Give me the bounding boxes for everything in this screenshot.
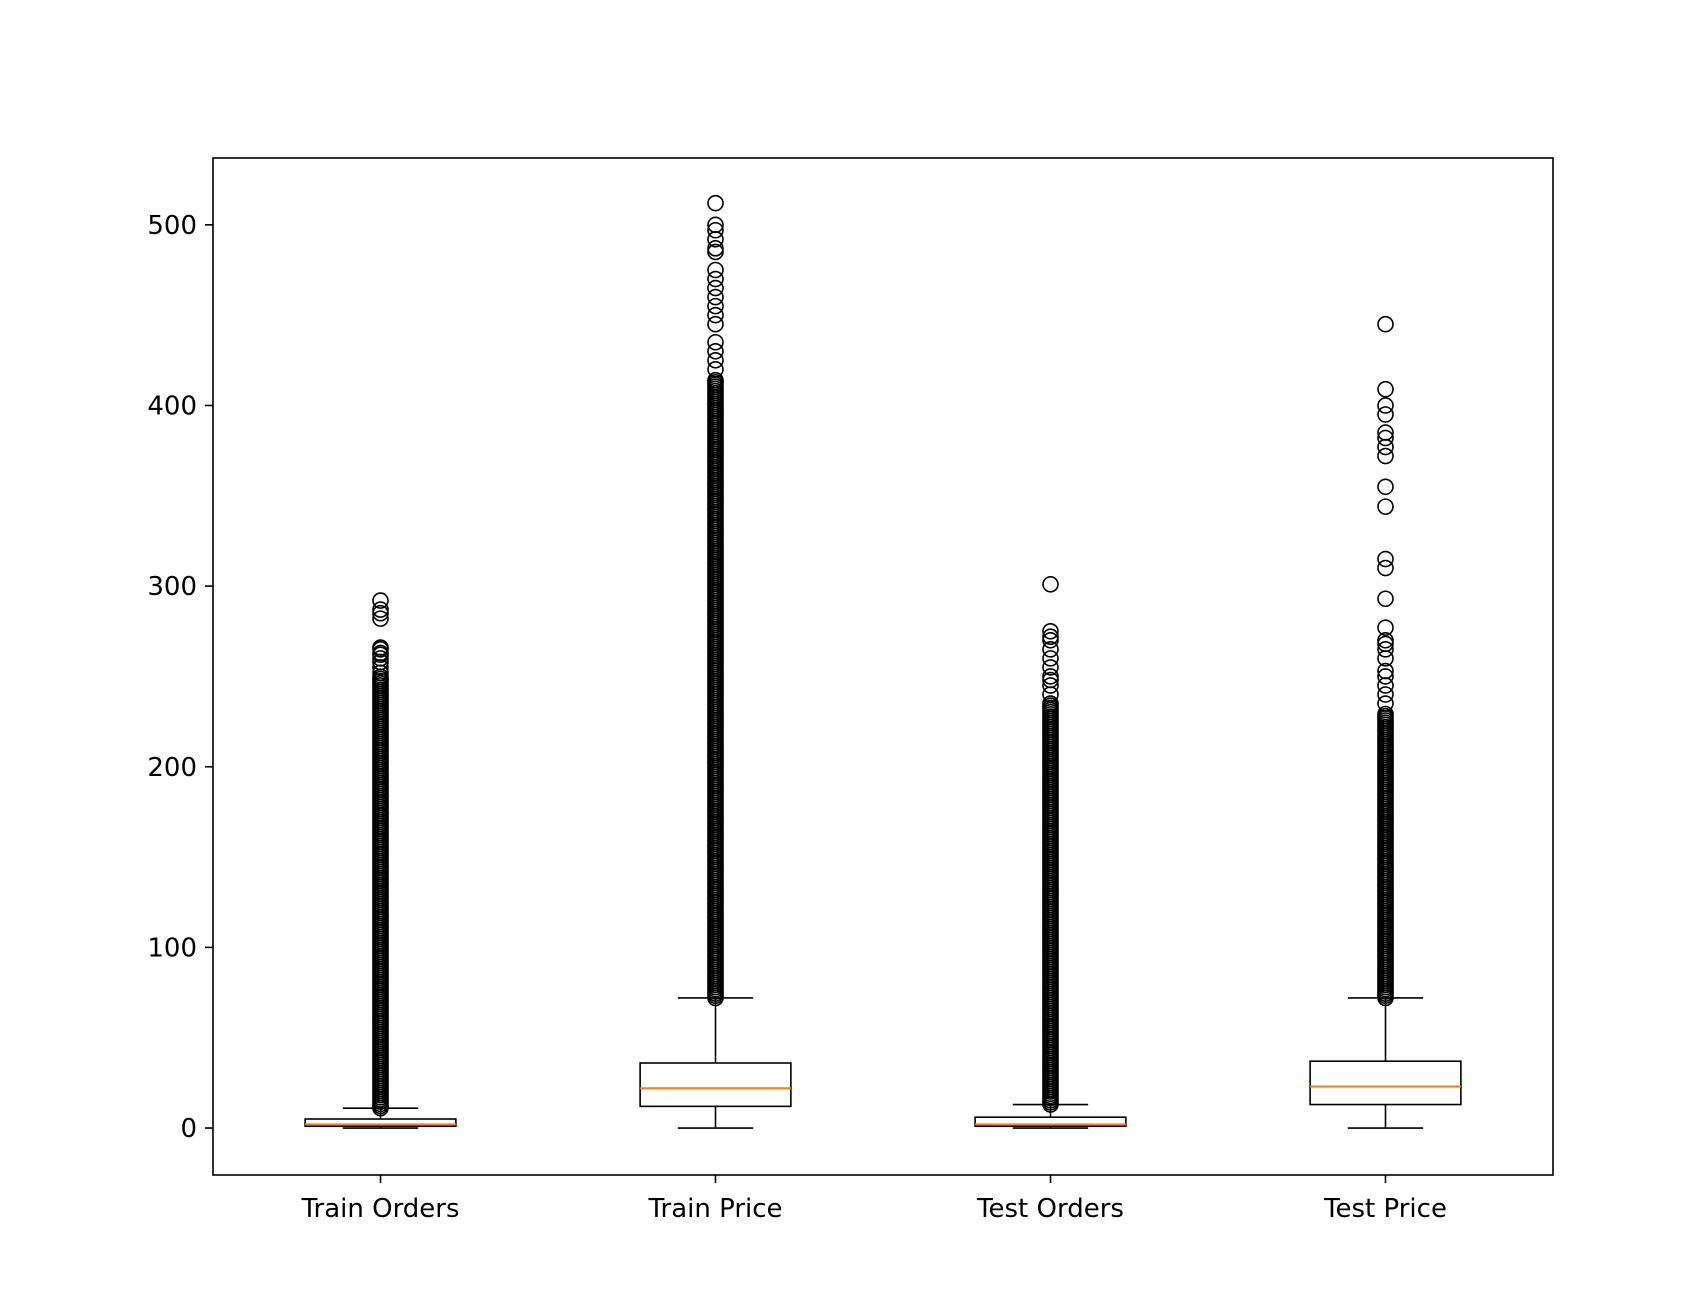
flier-point: [1042, 695, 1059, 712]
flier-point: [1042, 628, 1059, 645]
flier-point: [1377, 380, 1394, 398]
x-tick-label: Train Price: [647, 1194, 782, 1224]
box-group-4: [1309, 997, 1462, 1129]
flier-point: [707, 216, 724, 234]
flier-point: [372, 644, 389, 662]
flier-point: [1042, 622, 1059, 640]
flier-point: [1377, 632, 1394, 649]
flier-point: [1042, 668, 1059, 685]
flier-point: [1042, 659, 1059, 676]
flier-point: [1377, 590, 1394, 608]
flier-point: [707, 371, 724, 389]
y-tick-label: 200: [147, 753, 197, 783]
flier-point: [707, 315, 724, 333]
boxes-layer: [304, 997, 1462, 1129]
y-tick-label: 100: [147, 933, 197, 963]
flier-point: [707, 261, 724, 279]
flier-point: [707, 240, 724, 257]
flier-point: [1042, 632, 1059, 649]
flier-point: [1377, 397, 1394, 414]
flier-point: [707, 243, 724, 261]
flier-point: [1042, 641, 1059, 658]
x-tick-label: Train Orders: [300, 1194, 459, 1224]
flier-point: [1377, 686, 1394, 703]
flier-point: [372, 604, 389, 622]
flier-point: [1377, 635, 1394, 653]
fliers-4: [1377, 315, 1394, 1007]
flier-point: [1377, 559, 1394, 577]
flier-point: [372, 639, 389, 656]
iqr-box: [639, 1062, 792, 1108]
flier-point: [707, 306, 724, 324]
flier-point: [372, 592, 389, 609]
flier-point: [1377, 641, 1394, 658]
fliers-2: [707, 194, 724, 1007]
flier-point: [372, 610, 389, 627]
box-group-2: [639, 997, 792, 1129]
flier-point: [707, 361, 724, 378]
iqr-box: [304, 1118, 457, 1128]
flier-point: [1377, 705, 1394, 723]
flier-point: [1377, 424, 1394, 441]
flier-point: [707, 279, 724, 297]
y-tick-label: 400: [147, 391, 197, 421]
flier-point: [707, 221, 724, 239]
y-tick-label: 500: [147, 211, 197, 241]
flier-point: [1042, 677, 1059, 694]
flier-point: [707, 297, 724, 315]
y-tick-label: 0: [180, 1114, 197, 1144]
flier-point: [1377, 550, 1394, 568]
fliers-1: [372, 592, 389, 1117]
flier-point: [1377, 429, 1394, 447]
flier-point: [1377, 498, 1394, 515]
flier-point: [1377, 695, 1394, 712]
box-group-3: [974, 1103, 1127, 1129]
flier-point: [707, 333, 724, 351]
flier-point: [707, 270, 724, 288]
fliers-3: [1042, 576, 1059, 1113]
axes-layer: Train Orders Train Price Test Orders Test P…: [147, 211, 1447, 1224]
flier-point: [707, 194, 724, 212]
plot-frame: [212, 157, 1554, 1176]
flier-point: [1377, 406, 1394, 423]
flier-point: [1042, 671, 1059, 689]
flier-point: [707, 342, 724, 360]
flier-point: [1377, 315, 1394, 333]
flier-point: [372, 601, 389, 618]
flier-point: [1042, 650, 1059, 667]
x-tick-label: Test Price: [1323, 1194, 1447, 1224]
flier-point: [1377, 668, 1394, 685]
box-group-1: [304, 1107, 457, 1129]
y-tick-label: 300: [147, 572, 197, 602]
flier-point: [1377, 619, 1394, 636]
iqr-box: [1309, 1060, 1462, 1106]
x-tick-label: Test Orders: [976, 1194, 1124, 1224]
flier-point: [707, 352, 724, 369]
flier-point: [1042, 576, 1059, 593]
flier-point: [372, 650, 389, 667]
fliers-layer: [372, 194, 1394, 1117]
iqr-box: [974, 1116, 1127, 1128]
flier-point: [1377, 662, 1394, 680]
flier-point: [707, 288, 724, 306]
flier-point: [1377, 447, 1394, 465]
flier-point: [1377, 478, 1394, 496]
